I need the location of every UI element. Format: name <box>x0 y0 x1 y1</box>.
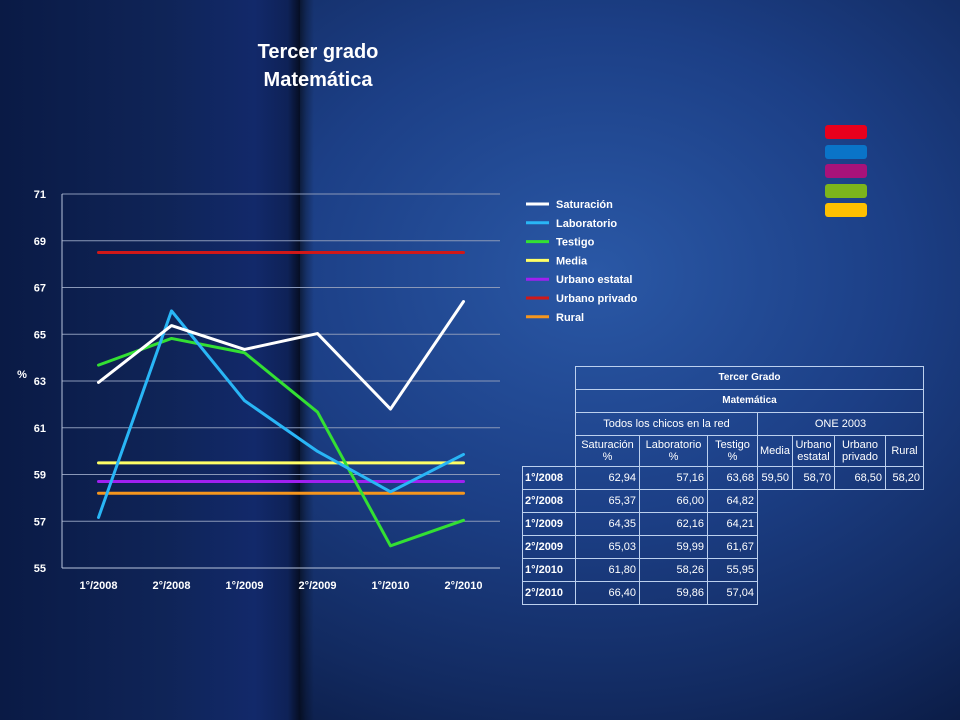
cell-media: 59,50 <box>757 466 793 490</box>
y-tick-label: 69 <box>34 236 46 248</box>
chart-title: Tercer grado Matemática <box>218 38 418 94</box>
swatch-yellow <box>825 203 867 217</box>
x-tick-label: 1°/2008 <box>79 580 117 592</box>
empty-cell <box>758 513 924 536</box>
legend-label: Rural <box>556 312 584 324</box>
col-header-urbano-privado: Urbano privado <box>834 435 886 467</box>
row-label: 2°/2009 <box>522 535 576 559</box>
empty-cell <box>758 559 924 582</box>
cell-saturacion: 62,94 <box>575 466 640 490</box>
panel-divider-shadow <box>288 0 314 720</box>
y-tick-label: 67 <box>34 283 46 295</box>
row-label: 2°/2008 <box>522 489 576 513</box>
cell-saturacion: 66,40 <box>575 581 640 605</box>
results-table: Tercer Grado Matemática Todos los chicos… <box>522 366 924 605</box>
legend-label: Laboratorio <box>556 218 617 230</box>
series-line-saturación <box>97 300 465 411</box>
empty-cell <box>758 490 924 513</box>
cell-testigo: 63,68 <box>707 466 758 490</box>
x-tick-label: 1°/2009 <box>225 580 263 592</box>
series-line-testigo <box>97 336 465 548</box>
chart-title-line1: Tercer grado <box>257 41 379 63</box>
x-tick-label: 2°/2010 <box>444 580 482 592</box>
table-corner-blank <box>523 390 576 413</box>
row-label: 1°/2009 <box>522 512 576 536</box>
x-tick-label: 2°/2008 <box>152 580 190 592</box>
legend-label: Saturación <box>556 199 613 211</box>
y-tick-label: 55 <box>34 563 46 575</box>
swatch-blue <box>825 145 867 159</box>
legend-label: Media <box>556 255 588 267</box>
y-tick-label: 57 <box>34 516 46 528</box>
cell-testigo: 57,04 <box>707 581 758 605</box>
table-row: 1°/2009 64,35 62,16 64,21 <box>522 512 924 536</box>
swatch-purple <box>825 164 867 178</box>
col-header-laboratorio: Laboratorio % <box>639 435 708 467</box>
cell-laboratorio: 58,26 <box>639 558 708 582</box>
y-tick-label: 59 <box>34 470 46 482</box>
y-axis-label: % <box>17 369 27 381</box>
row-label: 1°/2010 <box>522 558 576 582</box>
swatch-green <box>825 184 867 198</box>
cell-laboratorio: 59,86 <box>639 581 708 605</box>
cell-saturacion: 64,35 <box>575 512 640 536</box>
cell-testigo: 64,82 <box>707 489 758 513</box>
cell-testigo: 55,95 <box>707 558 758 582</box>
table-group-one2003: ONE 2003 <box>757 412 924 436</box>
y-tick-label: 61 <box>34 423 46 435</box>
row-label: 2°/2010 <box>522 581 576 605</box>
table-title: Tercer Grado <box>575 366 924 390</box>
cell-testigo: 61,67 <box>707 535 758 559</box>
chart-title-line2: Matemática <box>263 69 373 91</box>
col-header-saturacion: Saturación % <box>575 435 640 467</box>
col-header-media: Media <box>757 435 793 467</box>
row-label: 1°/2008 <box>522 466 576 490</box>
cell-laboratorio: 62,16 <box>639 512 708 536</box>
table-group-red: Todos los chicos en la red <box>575 412 758 436</box>
cell-saturacion: 65,37 <box>575 489 640 513</box>
table-row: 2°/2010 66,40 59,86 57,04 <box>522 581 924 605</box>
empty-cell <box>758 536 924 559</box>
x-tick-label: 1°/2010 <box>371 580 409 592</box>
cell-laboratorio: 66,00 <box>639 489 708 513</box>
col-header-urbano-estatal: Urbano estatal <box>792 435 835 467</box>
cell-testigo: 64,21 <box>707 512 758 536</box>
empty-cell <box>758 582 924 605</box>
cell-urbano-estatal: 58,70 <box>792 466 835 490</box>
table-row: 1°/2010 61,80 58,26 55,95 <box>522 558 924 582</box>
cell-laboratorio: 57,16 <box>639 466 708 490</box>
col-header-rural: Rural <box>885 435 924 467</box>
col-header-testigo: Testigo % <box>707 435 758 467</box>
x-tick-label: 2°/2009 <box>298 580 336 592</box>
table-row: 1°/2008 62,94 57,16 63,68 59,50 58,70 68… <box>522 466 924 490</box>
cell-saturacion: 65,03 <box>575 535 640 559</box>
legend-label: Urbano estatal <box>556 274 632 286</box>
y-tick-label: 71 <box>34 189 46 201</box>
cell-rural: 58,20 <box>885 466 924 490</box>
table-row: 2°/2009 65,03 59,99 61,67 <box>522 535 924 559</box>
legend-label: Urbano privado <box>556 293 638 305</box>
table-subject: Matemática <box>575 389 924 413</box>
cell-urbano-privado: 68,50 <box>834 466 886 490</box>
left-dark-panel <box>0 0 300 720</box>
y-tick-label: 65 <box>34 329 46 341</box>
cell-laboratorio: 59,99 <box>639 535 708 559</box>
table-corner-blank <box>523 436 576 467</box>
y-tick-label: 63 <box>34 376 46 388</box>
table-corner-blank <box>523 367 576 390</box>
series-line-laboratorio <box>97 309 465 520</box>
legend-label: Testigo <box>556 237 595 249</box>
table-row: 2°/2008 65,37 66,00 64,82 <box>522 489 924 513</box>
swatch-red <box>825 125 867 139</box>
cell-saturacion: 61,80 <box>575 558 640 582</box>
table-corner-blank <box>523 413 576 436</box>
